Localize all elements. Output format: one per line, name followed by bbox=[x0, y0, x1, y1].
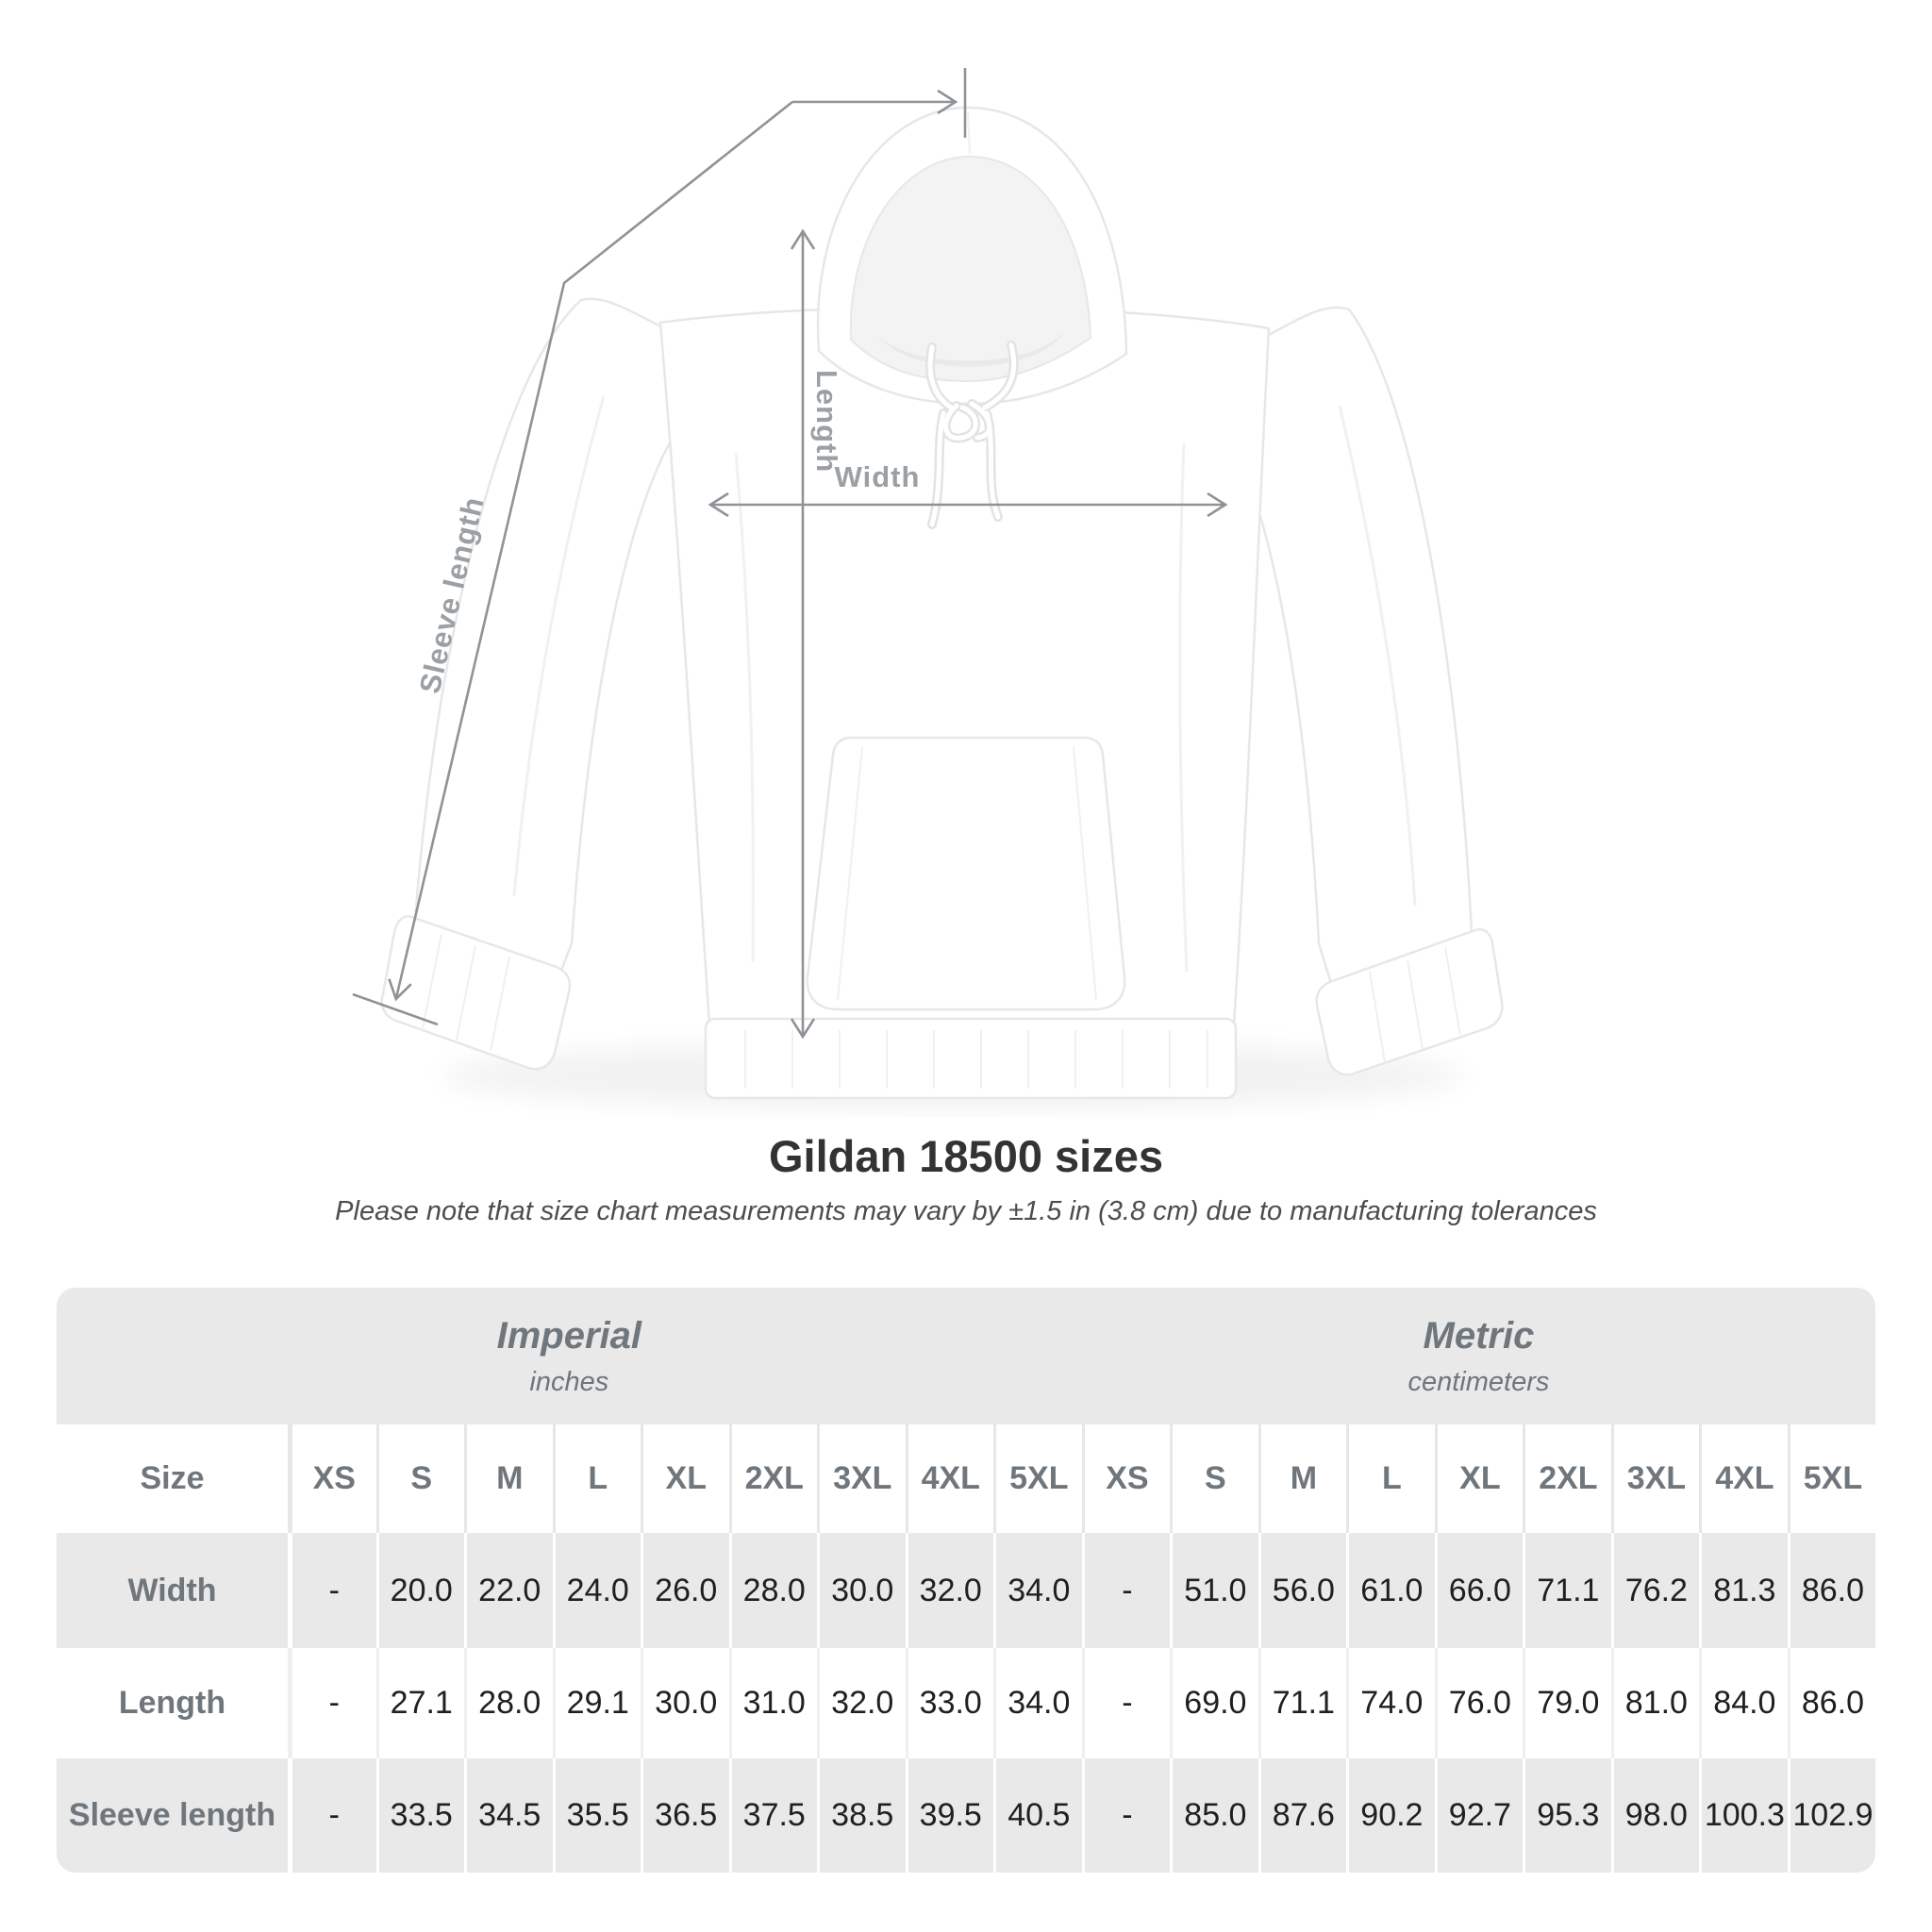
value-cell: 102.9 bbox=[1787, 1758, 1876, 1873]
size-header: XL bbox=[1434, 1424, 1524, 1533]
size-header: M bbox=[1257, 1424, 1347, 1533]
value-cell: 100.3 bbox=[1699, 1758, 1788, 1873]
row-label: Length bbox=[57, 1648, 288, 1758]
value-cell: 98.0 bbox=[1610, 1758, 1700, 1873]
size-header: XS bbox=[1081, 1424, 1171, 1533]
sleeve-length-arrow bbox=[352, 68, 967, 1026]
hood-drawstrings bbox=[925, 341, 1019, 529]
value-cell: 27.1 bbox=[375, 1648, 464, 1758]
size-header: 5XL bbox=[1787, 1424, 1876, 1533]
value-cell: 87.6 bbox=[1257, 1758, 1347, 1873]
value-cell: 86.0 bbox=[1787, 1533, 1876, 1648]
size-header: L bbox=[552, 1424, 641, 1533]
size-header: XS bbox=[288, 1424, 376, 1533]
hoodie-illustration bbox=[380, 106, 1504, 1100]
value-cell: 85.0 bbox=[1170, 1758, 1258, 1873]
row-label: Width bbox=[57, 1533, 288, 1648]
value-cell: 90.2 bbox=[1346, 1758, 1435, 1873]
value-cell: 30.0 bbox=[817, 1533, 906, 1648]
value-cell: 32.0 bbox=[905, 1533, 993, 1648]
value-cell: 30.0 bbox=[641, 1648, 729, 1758]
table-row-length: Length - 27.1 28.0 29.1 30.0 31.0 32.0 3… bbox=[57, 1648, 1876, 1758]
imperial-label: Imperial bbox=[496, 1314, 642, 1357]
value-cell: 28.0 bbox=[464, 1648, 553, 1758]
size-header: 3XL bbox=[817, 1424, 906, 1533]
value-cell: 34.0 bbox=[993, 1533, 1082, 1648]
value-cell: 69.0 bbox=[1170, 1648, 1258, 1758]
metric-unit: centimeters bbox=[1407, 1366, 1550, 1397]
value-cell: 33.5 bbox=[375, 1758, 464, 1873]
value-cell: 76.2 bbox=[1610, 1533, 1700, 1648]
value-cell: - bbox=[288, 1533, 376, 1648]
value-cell: 86.0 bbox=[1787, 1648, 1876, 1758]
value-cell: 74.0 bbox=[1346, 1648, 1435, 1758]
value-cell: 31.0 bbox=[728, 1648, 817, 1758]
size-header: 3XL bbox=[1610, 1424, 1700, 1533]
metric-group-header: Metric centimeters bbox=[1081, 1288, 1876, 1424]
value-cell: 33.0 bbox=[905, 1648, 993, 1758]
size-header: S bbox=[1170, 1424, 1258, 1533]
value-cell: 38.5 bbox=[817, 1758, 906, 1873]
size-chart-table: Imperial inches Metric centimeters Size … bbox=[57, 1288, 1876, 1873]
value-cell: 51.0 bbox=[1170, 1533, 1258, 1648]
value-cell: 79.0 bbox=[1523, 1648, 1611, 1758]
table-row-width: Width - 20.0 22.0 24.0 26.0 28.0 30.0 32… bbox=[57, 1533, 1876, 1648]
value-cell: 32.0 bbox=[817, 1648, 906, 1758]
size-header: L bbox=[1346, 1424, 1435, 1533]
size-header: 4XL bbox=[1699, 1424, 1788, 1533]
value-cell: 28.0 bbox=[728, 1533, 817, 1648]
size-header: M bbox=[464, 1424, 553, 1533]
size-header: 2XL bbox=[1523, 1424, 1611, 1533]
width-label: Width bbox=[835, 460, 921, 493]
table-row-sleeve-length: Sleeve length - 33.5 34.5 35.5 36.5 37.5… bbox=[57, 1758, 1876, 1873]
value-cell: 84.0 bbox=[1699, 1648, 1788, 1758]
value-cell: 37.5 bbox=[728, 1758, 817, 1873]
size-column-header: Size bbox=[57, 1424, 288, 1533]
value-cell: 92.7 bbox=[1434, 1758, 1524, 1873]
value-cell: 76.0 bbox=[1434, 1648, 1524, 1758]
value-cell: 36.5 bbox=[641, 1758, 729, 1873]
value-cell: 22.0 bbox=[464, 1533, 553, 1648]
row-label: Sleeve length bbox=[57, 1758, 288, 1873]
length-label: Length bbox=[810, 370, 843, 473]
value-cell: 35.5 bbox=[552, 1758, 641, 1873]
value-cell: 34.0 bbox=[993, 1648, 1082, 1758]
value-cell: 26.0 bbox=[641, 1533, 729, 1648]
unit-group-row: Imperial inches Metric centimeters bbox=[57, 1288, 1876, 1424]
value-cell: - bbox=[288, 1648, 376, 1758]
value-cell: - bbox=[288, 1758, 376, 1873]
size-header-row: Size XS S M L XL 2XL 3XL 4XL 5XL XS S M … bbox=[57, 1424, 1876, 1533]
value-cell: 29.1 bbox=[552, 1648, 641, 1758]
size-header: XL bbox=[641, 1424, 729, 1533]
value-cell: - bbox=[1081, 1648, 1171, 1758]
page-subtitle: Please note that size chart measurements… bbox=[335, 1196, 1597, 1226]
value-cell: - bbox=[1081, 1533, 1171, 1648]
size-header: 2XL bbox=[728, 1424, 817, 1533]
value-cell: 20.0 bbox=[375, 1533, 464, 1648]
value-cell: 81.0 bbox=[1610, 1648, 1700, 1758]
value-cell: 71.1 bbox=[1257, 1648, 1347, 1758]
size-header: 4XL bbox=[905, 1424, 993, 1533]
metric-label: Metric bbox=[1423, 1314, 1535, 1357]
value-cell: 39.5 bbox=[905, 1758, 993, 1873]
size-header: 5XL bbox=[993, 1424, 1082, 1533]
value-cell: 40.5 bbox=[993, 1758, 1082, 1873]
value-cell: - bbox=[1081, 1758, 1171, 1873]
size-header: S bbox=[375, 1424, 464, 1533]
value-cell: 95.3 bbox=[1523, 1758, 1611, 1873]
value-cell: 61.0 bbox=[1346, 1533, 1435, 1648]
imperial-unit: inches bbox=[529, 1366, 609, 1397]
value-cell: 24.0 bbox=[552, 1533, 641, 1648]
value-cell: 56.0 bbox=[1257, 1533, 1347, 1648]
imperial-group-header: Imperial inches bbox=[57, 1288, 1082, 1424]
value-cell: 81.3 bbox=[1699, 1533, 1788, 1648]
page-title: Gildan 18500 sizes bbox=[768, 1131, 1164, 1181]
value-cell: 66.0 bbox=[1434, 1533, 1524, 1648]
value-cell: 34.5 bbox=[464, 1758, 553, 1873]
value-cell: 71.1 bbox=[1523, 1533, 1611, 1648]
hoodie-measurement-diagram: Length Width Sleeve length bbox=[352, 68, 1504, 1109]
